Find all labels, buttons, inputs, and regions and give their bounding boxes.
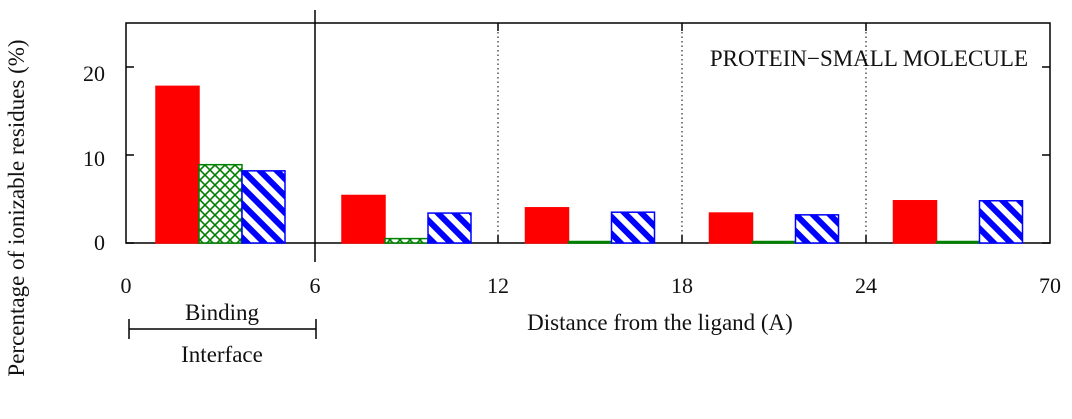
bar-diagonal-24-70 [978, 200, 1024, 244]
y-tick-labels: 0 10 20 [83, 61, 105, 255]
bar-solid-12-18 [524, 207, 570, 244]
bar-solid-18-24 [708, 212, 754, 244]
x-tick-label-12: 12 [487, 273, 509, 298]
y-tick-label-20: 20 [83, 61, 105, 86]
bar-solid-0-6 [155, 85, 200, 244]
bar-crosshatch-24-70 [935, 240, 981, 244]
chart-title: PROTEIN−SMALL MOLECULE [710, 46, 1028, 71]
interface-label: Interface [181, 342, 263, 367]
x-tick-label-6: 6 [310, 273, 321, 298]
bar-crosshatch-18-24 [751, 240, 797, 244]
bar-diagonal-0-6 [241, 170, 286, 244]
y-tick-label-10: 10 [83, 146, 105, 171]
x-axis-label: Distance from the ligand (A) [527, 310, 793, 335]
bar-crosshatch-12-18 [567, 240, 613, 244]
bars [155, 85, 1024, 244]
bar-diagonal-18-24 [794, 214, 840, 244]
bar-crosshatch-6-12 [384, 237, 429, 244]
bar-solid-24-70 [892, 200, 938, 244]
y-axis-label: Percentage of ionizable residues (%) [4, 39, 29, 376]
binding-interface-bracket: Binding Interface [128, 300, 317, 367]
bar-crosshatch-0-6 [198, 163, 243, 244]
bar-diagonal-12-18 [610, 211, 656, 244]
x-tick-labels: 0 6 12 18 24 70 [121, 273, 1062, 298]
bar-diagonal-6-12 [427, 212, 472, 244]
bar-solid-6-12 [341, 194, 386, 244]
x-tick-label-24: 24 [855, 273, 877, 298]
tick-marks [126, 23, 1050, 244]
separator-lines [314, 10, 867, 262]
x-tick-label-18: 18 [671, 273, 693, 298]
x-tick-label-0: 0 [121, 273, 132, 298]
y-tick-label-0: 0 [94, 230, 105, 255]
binding-label: Binding [185, 300, 260, 325]
x-tick-label-70: 70 [1039, 273, 1061, 298]
